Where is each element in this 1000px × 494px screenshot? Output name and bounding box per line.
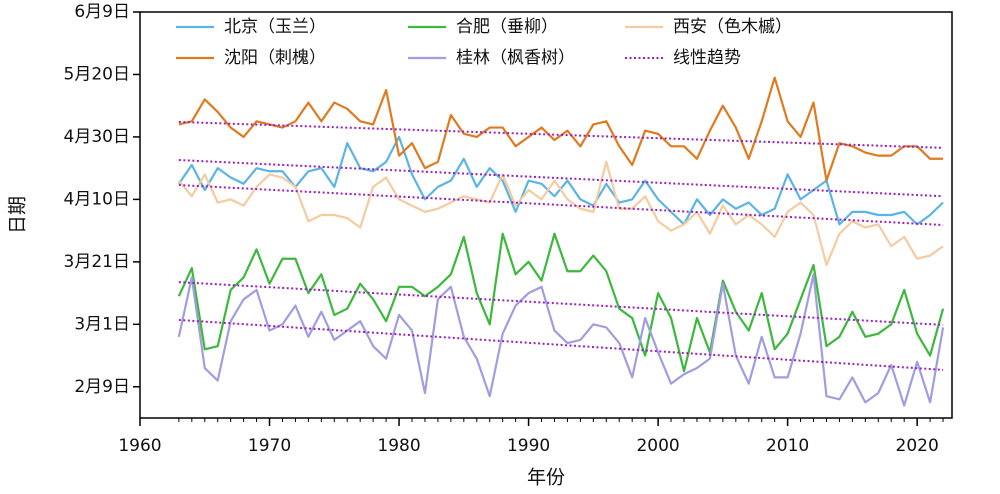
y-tick-label: 4月30日 bbox=[64, 127, 130, 147]
x-tick-label: 2010 bbox=[766, 436, 809, 456]
legend-label: 北京（玉兰） bbox=[224, 17, 326, 37]
x-tick-label: 1960 bbox=[118, 436, 161, 456]
x-tick-label: 2020 bbox=[896, 436, 939, 456]
trend-line bbox=[178, 184, 944, 226]
series-line bbox=[178, 76, 944, 182]
x-tick-label: 2000 bbox=[636, 436, 679, 456]
y-tick-label: 6月9日 bbox=[74, 2, 130, 22]
y-tick-label: 4月10日 bbox=[64, 189, 130, 209]
trend-line bbox=[178, 318, 944, 371]
legend-label: 西安（色木槭） bbox=[673, 17, 792, 37]
x-axis-label: 年份 bbox=[527, 467, 565, 489]
trend-line bbox=[178, 159, 944, 198]
plot-frame bbox=[139, 11, 953, 419]
y-axis-label: 日期 bbox=[7, 196, 29, 234]
series-line bbox=[178, 160, 944, 267]
y-tick-label: 2月9日 bbox=[74, 377, 130, 397]
trend-line bbox=[178, 281, 944, 326]
legend-label: 沈阳（刺槐） bbox=[224, 48, 326, 68]
y-tick-label: 3月21日 bbox=[64, 252, 130, 272]
x-tick-label: 1980 bbox=[377, 436, 420, 456]
legend-label: 线性趋势 bbox=[673, 48, 741, 68]
x-tick-label: 1990 bbox=[507, 436, 550, 456]
series-line bbox=[177, 273, 945, 407]
x-tick-label: 1970 bbox=[248, 436, 291, 456]
trend-line bbox=[178, 120, 944, 149]
series-line bbox=[177, 232, 945, 373]
series-line bbox=[177, 135, 944, 226]
legend-label: 合肥（垂柳） bbox=[456, 17, 558, 37]
y-tick-label: 3月1日 bbox=[74, 314, 130, 334]
y-tick-label: 5月20日 bbox=[64, 64, 130, 84]
legend-label: 桂林（枫香树） bbox=[456, 48, 575, 68]
